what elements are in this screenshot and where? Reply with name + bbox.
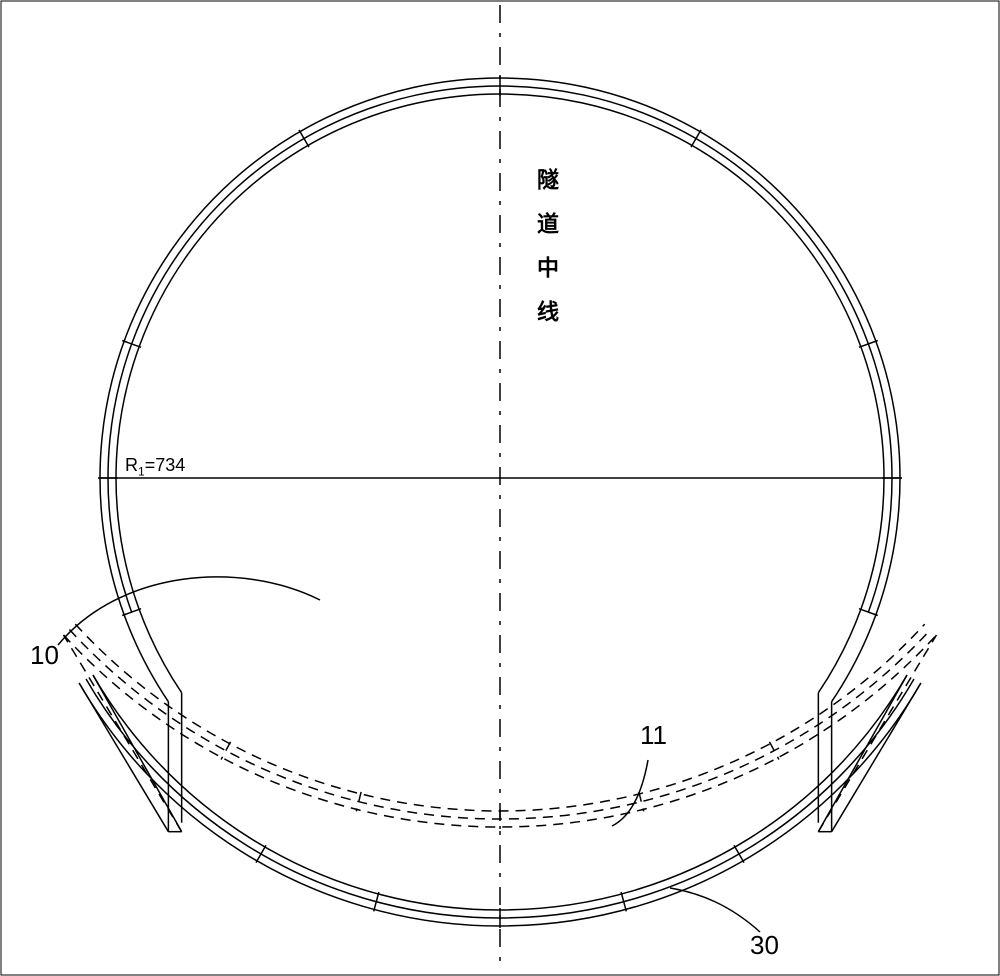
diagram-stage: 隧道中线 R1=734 10 11 30 (0, 0, 1000, 976)
centerline-label: 隧道中线 (524, 168, 568, 344)
tunnel-diagram-svg (0, 0, 1000, 976)
radius-label: R1=734 (125, 455, 185, 479)
callout-30: 30 (750, 930, 779, 961)
callout-11: 11 (640, 720, 667, 751)
callout-10: 10 (30, 640, 59, 671)
